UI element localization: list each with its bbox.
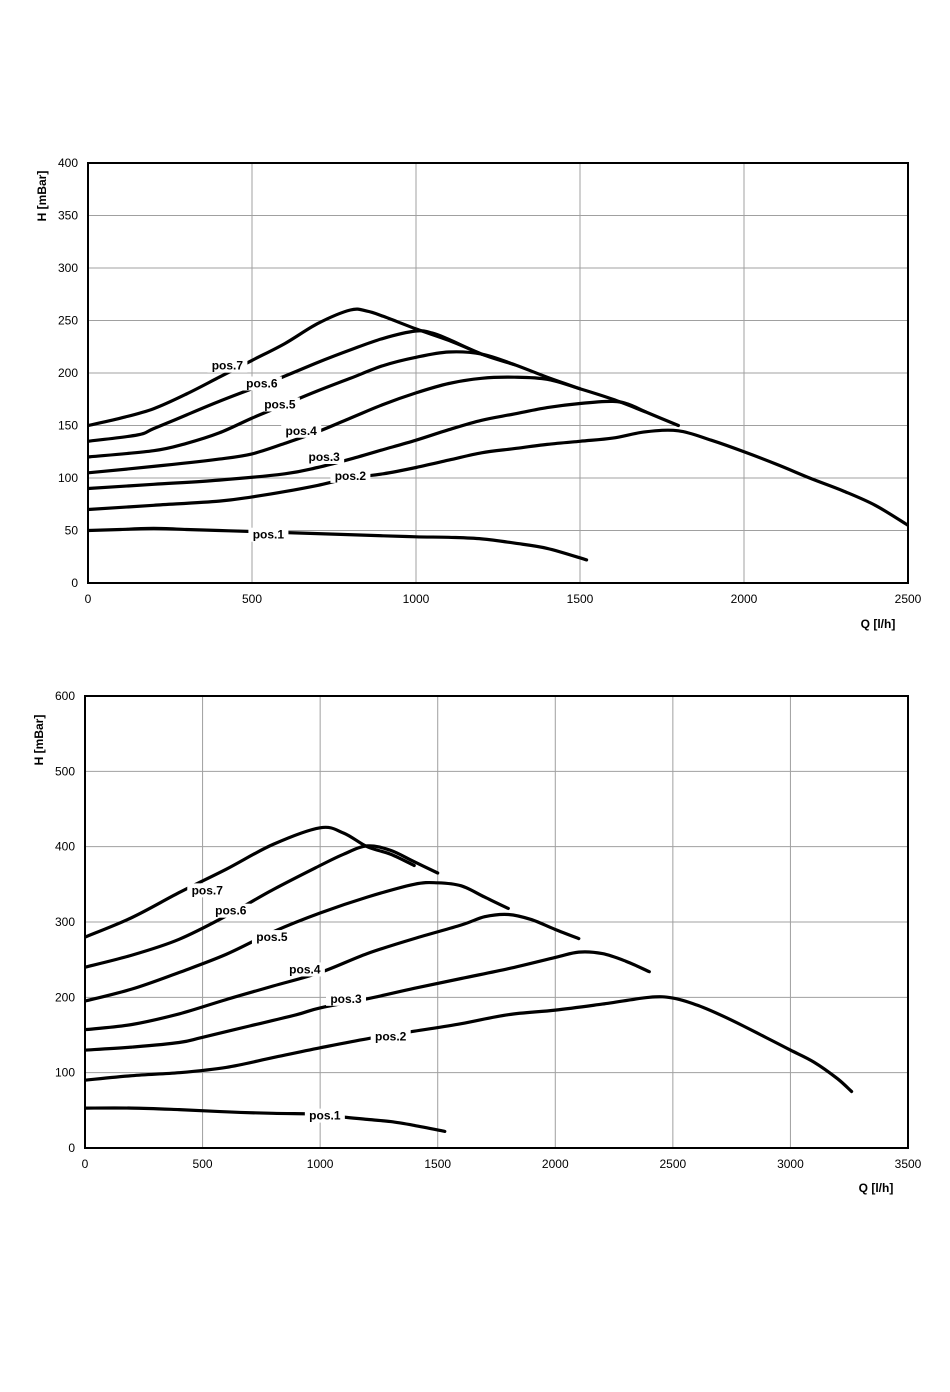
series-curves <box>88 307 908 562</box>
x-tick-label: 3500 <box>895 1157 922 1171</box>
y-tick-label: 300 <box>58 261 78 275</box>
series-label-pos-1: pos.1 <box>253 528 285 542</box>
series-label-pos-2: pos.2 <box>335 469 367 483</box>
series-label-pos-5: pos.5 <box>256 930 288 944</box>
y-tick-label: 400 <box>58 156 78 170</box>
y-tick-label: 0 <box>68 1141 75 1155</box>
series-line-pos-7 <box>85 825 416 939</box>
series-label-bg <box>241 376 282 391</box>
y-tick-label: 250 <box>58 314 78 328</box>
series-label-bg <box>281 423 322 438</box>
x-tick-label: 1500 <box>424 1157 451 1171</box>
series-label-bg <box>187 883 228 898</box>
series-label-bg <box>251 930 292 945</box>
x-tick-label: 0 <box>85 592 92 606</box>
series-line-pos-5 <box>85 880 510 1003</box>
x-tick-label: 500 <box>193 1157 213 1171</box>
x-tick-label: 500 <box>242 592 262 606</box>
y-tick-label: 500 <box>55 764 75 778</box>
series-label-pos-6: pos.6 <box>215 904 247 918</box>
y-tick-label: 100 <box>55 1066 75 1080</box>
series-label-bg <box>284 962 325 977</box>
y-axis-title: H [mBar] <box>32 715 46 766</box>
series-label-pos-3: pos.3 <box>308 450 340 464</box>
series-label-pos-1: pos.1 <box>309 1109 341 1123</box>
series-line-pos-7 <box>88 307 484 428</box>
series-line-pos-2 <box>85 995 854 1094</box>
y-tick-label: 400 <box>55 840 75 854</box>
x-axis-title: Q [l/h] <box>859 1181 894 1195</box>
x-tick-label: 3000 <box>777 1157 804 1171</box>
series-line-pos-2 <box>88 428 908 527</box>
series-line-pos-3 <box>85 950 651 1052</box>
y-tick-label: 200 <box>58 366 78 380</box>
y-tick-label: 50 <box>65 524 79 538</box>
series-label-pos-4: pos.4 <box>286 424 318 438</box>
y-tick-label: 200 <box>55 990 75 1004</box>
x-tick-label: 1500 <box>567 592 594 606</box>
y-tick-label: 100 <box>58 471 78 485</box>
series-line-pos-1 <box>88 526 589 562</box>
series-line-pos-4 <box>85 912 581 1032</box>
y-axis-title: H [mBar] <box>35 171 49 222</box>
series-label-pos-7: pos.7 <box>212 359 244 373</box>
series-label-bg <box>210 903 251 918</box>
plot-frame <box>84 695 909 1149</box>
y-tick-label: 600 <box>55 689 75 703</box>
x-tick-label: 1000 <box>403 592 430 606</box>
series-label-pos-5: pos.5 <box>264 398 296 412</box>
series-label-bg <box>207 358 248 373</box>
x-tick-label: 0 <box>82 1157 89 1171</box>
x-tick-label: 2000 <box>731 592 758 606</box>
plot-frame <box>87 162 909 584</box>
y-tick-label: 350 <box>58 209 78 223</box>
series-label-bg <box>248 527 289 542</box>
series-label-pos-4: pos.4 <box>289 962 321 976</box>
series-label-bg <box>326 991 367 1006</box>
series-label-pos-7: pos.7 <box>192 883 224 897</box>
chart-1: 0 500 1000 1500 2000 2500 0 50 100 150 200 250 300 35… <box>35 156 922 631</box>
series-label-pos-2: pos.2 <box>375 1030 407 1044</box>
series-label-bg <box>370 1029 411 1044</box>
series-curves <box>85 825 854 1133</box>
x-tick-label: 1000 <box>307 1157 334 1171</box>
y-tick-label: 0 <box>71 576 78 590</box>
series-line-pos-6 <box>85 844 440 969</box>
series-line-pos-4 <box>88 375 648 475</box>
series-label-pos-3: pos.3 <box>330 992 362 1006</box>
series-label-pos-6: pos.6 <box>246 377 278 391</box>
series-label-bg <box>304 1108 345 1123</box>
chart-2: 0 500 1000 1500 2000 2500 3000 3500 0 100 200 300 40… <box>32 689 922 1195</box>
series-label-bg <box>330 468 371 483</box>
series-label-bg <box>259 397 300 412</box>
x-axis-title: Q [l/h] <box>861 617 896 631</box>
y-tick-label: 150 <box>58 419 78 433</box>
x-tick-label: 2500 <box>660 1157 687 1171</box>
y-tick-label: 300 <box>55 915 75 929</box>
x-tick-label: 2500 <box>895 592 922 606</box>
series-label-bg <box>304 450 345 464</box>
series-line-pos-1 <box>85 1106 447 1133</box>
x-tick-label: 2000 <box>542 1157 569 1171</box>
